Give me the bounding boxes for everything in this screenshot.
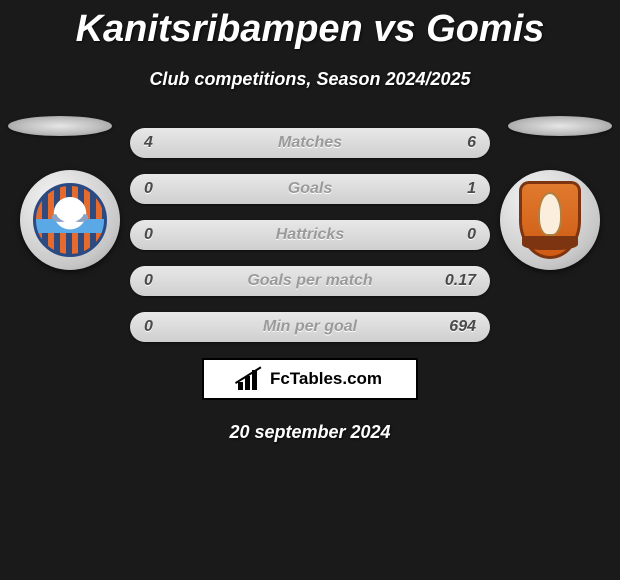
comparison-stage: 4 Matches 6 0 Goals 1 0 Hattricks 0 0 Go… — [0, 128, 620, 443]
stat-left-value: 0 — [144, 318, 184, 336]
brand-chart-icon — [238, 368, 264, 390]
left-shadow-ellipse — [8, 116, 112, 136]
brand-box: FcTables.com — [202, 358, 418, 400]
left-club-logo — [20, 170, 120, 270]
right-club-logo — [500, 170, 600, 270]
stat-right-value: 6 — [436, 134, 476, 152]
stat-left-value: 4 — [144, 134, 184, 152]
stat-right-value: 0.17 — [436, 272, 476, 290]
comparison-date: 20 september 2024 — [0, 422, 620, 443]
brand-text: FcTables.com — [270, 369, 382, 389]
comparison-subtitle: Club competitions, Season 2024/2025 — [0, 69, 620, 90]
stat-right-value: 1 — [436, 180, 476, 198]
stat-left-value: 0 — [144, 226, 184, 244]
stat-right-value: 0 — [436, 226, 476, 244]
stat-row-goals-per-match: 0 Goals per match 0.17 — [130, 266, 490, 296]
stat-left-value: 0 — [144, 272, 184, 290]
stat-row-goals: 0 Goals 1 — [130, 174, 490, 204]
right-club-badge-icon — [519, 181, 581, 259]
stat-row-min-per-goal: 0 Min per goal 694 — [130, 312, 490, 342]
comparison-title: Kanitsribampen vs Gomis — [0, 0, 620, 51]
stat-left-value: 0 — [144, 180, 184, 198]
right-shadow-ellipse — [508, 116, 612, 136]
stat-row-matches: 4 Matches 6 — [130, 128, 490, 158]
stat-right-value: 694 — [436, 318, 476, 336]
left-club-badge-icon — [33, 183, 107, 257]
stat-row-hattricks: 0 Hattricks 0 — [130, 220, 490, 250]
stat-rows: 4 Matches 6 0 Goals 1 0 Hattricks 0 0 Go… — [130, 128, 490, 342]
